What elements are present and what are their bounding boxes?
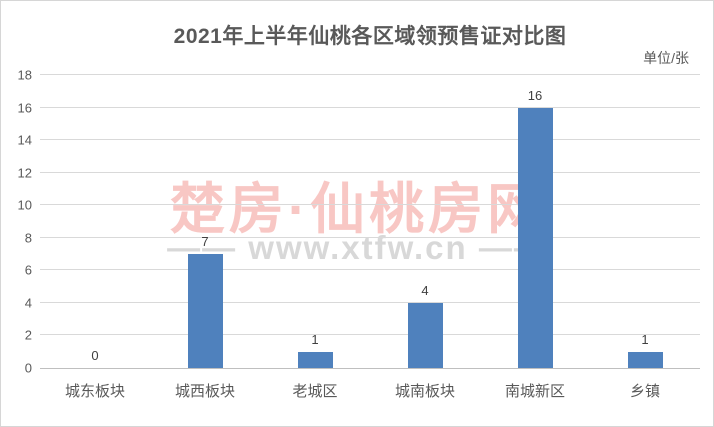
bar-老城区 [297, 351, 333, 368]
y-axis-tick-2: 2 [24, 327, 32, 343]
gridline-14 [40, 139, 700, 141]
y-axis-tick-8: 8 [24, 230, 32, 246]
gridline-2 [40, 334, 700, 336]
y-axis-tick-0: 0 [24, 360, 32, 376]
data-label-城南板块: 4 [421, 282, 429, 298]
data-label-乡镇: 1 [641, 331, 649, 347]
plot-area: 0 2 4 6 8 10 12 14 16 18 0 城东板块 7 城西板块 1 老城区 4 城南板块 16 南城新区… [18, 68, 700, 400]
data-label-城东板块: 0 [91, 348, 99, 363]
x-axis-label-城南板块: 城南板块 [394, 383, 455, 400]
unit-label: 单位/张 [643, 50, 689, 66]
y-axis-tick-4: 4 [24, 295, 32, 311]
x-axis-label-城东板块: 城东板块 [64, 383, 125, 400]
watermark-url-text: —— www.xtfw.cn —— [167, 229, 549, 266]
data-label-南城新区: 16 [527, 87, 543, 103]
x-axis-label-城西板块: 城西板块 [174, 383, 235, 400]
gridline-4 [40, 301, 700, 303]
watermark-brand-text: 楚房·仙桃房网 [169, 178, 547, 240]
gridline-18 [40, 74, 700, 75]
gridline-10 [40, 204, 700, 206]
x-axis-label-老城区: 老城区 [292, 383, 338, 400]
y-axis-tick-16: 16 [17, 100, 32, 116]
bar-城西板块 [187, 254, 223, 368]
x-axis-label-南城新区: 南城新区 [504, 383, 565, 400]
y-axis-tick-12: 12 [17, 165, 32, 181]
y-axis-tick-6: 6 [24, 262, 32, 278]
data-label-城西板块: 7 [201, 234, 209, 250]
y-axis-tick-10: 10 [17, 197, 32, 213]
bar-城南板块 [407, 302, 443, 368]
data-label-老城区: 1 [311, 331, 319, 347]
bar-乡镇 [627, 351, 663, 368]
bar-南城新区 [517, 107, 553, 368]
gridline-16 [40, 106, 700, 108]
y-axis-tick-14: 14 [17, 132, 32, 148]
chart-title: 2021年上半年仙桃各区域领预售证对比图 [173, 25, 567, 48]
x-axis-label-乡镇: 乡镇 [629, 383, 660, 400]
gridline-12 [40, 171, 700, 173]
gridline-8 [40, 236, 700, 238]
gridline-6 [40, 269, 700, 271]
y-axis-tick-18: 18 [17, 67, 32, 83]
